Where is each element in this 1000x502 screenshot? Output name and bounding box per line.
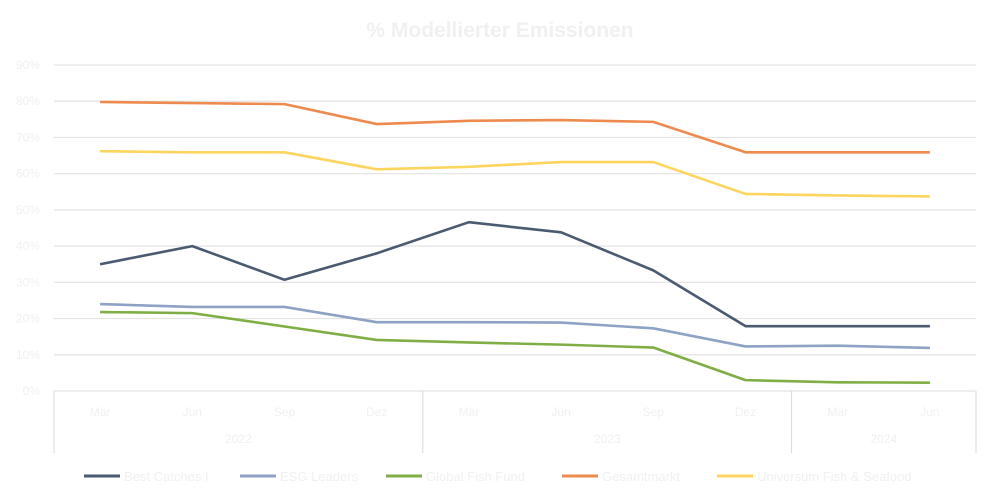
series-line-universum-fish-seafood xyxy=(100,149,930,198)
x-tick-label: Dez xyxy=(366,405,387,419)
series-line-gesamtmarkt xyxy=(100,100,930,154)
y-tick-label: 40% xyxy=(16,239,40,253)
y-tick-label: 10% xyxy=(16,348,40,362)
series-line-best-catches-i xyxy=(99,220,930,328)
y-tick-label: 70% xyxy=(16,130,40,144)
x-group-label: 2022 xyxy=(225,432,252,446)
x-tick-label: Jun xyxy=(920,405,939,419)
x-group-label: 2024 xyxy=(870,432,897,446)
legend-label: Best Catches I xyxy=(124,469,209,484)
x-tick-label: Dez xyxy=(735,405,756,419)
legend-label: Global Fish Fund xyxy=(426,469,525,484)
legend-label: ESG Leaders xyxy=(280,469,359,484)
chart-title: % Modellierter Emissionen xyxy=(366,19,633,42)
y-tick-label: 80% xyxy=(16,94,40,108)
x-tick-label: Jun xyxy=(183,405,202,419)
legend-label: Universum Fish & Seafood xyxy=(757,469,912,484)
x-group-label: 2023 xyxy=(594,432,621,446)
y-tick-label: 60% xyxy=(16,167,40,181)
y-tick-label: 0% xyxy=(23,384,41,398)
y-tick-label: 30% xyxy=(16,275,40,289)
x-tick-label: Mär xyxy=(90,405,111,419)
x-tick-label: Sep xyxy=(643,405,665,419)
x-tick-label: Sep xyxy=(274,405,296,419)
y-tick-label: 90% xyxy=(16,58,40,72)
y-tick-label: 20% xyxy=(16,312,40,326)
x-tick-label: Mär xyxy=(827,405,848,419)
series-line-global-fish-fund xyxy=(100,310,930,384)
series-line-esg-leaders xyxy=(100,302,930,350)
y-tick-label: 50% xyxy=(16,203,40,217)
x-tick-label: Mär xyxy=(459,405,480,419)
x-tick-label: Jun xyxy=(551,405,570,419)
legend-label: Gesamtmarkt xyxy=(602,469,680,484)
